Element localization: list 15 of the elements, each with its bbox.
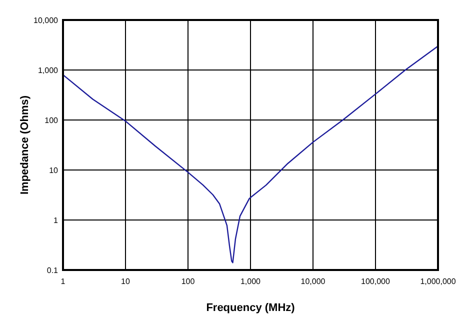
x-tick-label: 1,000 (240, 277, 262, 286)
y-tick-label: 100 (44, 116, 59, 125)
x-axis-title: Frequency (MHz) (206, 302, 296, 314)
x-tick-label: 10,000 (300, 277, 326, 286)
y-tick-label: 1 (54, 216, 59, 225)
x-tick-label: 100 (181, 277, 196, 286)
y-tick-label: 0.1 (46, 266, 59, 275)
y-tick-label: 10 (49, 166, 59, 175)
x-tick-label: 100,000 (361, 277, 391, 286)
x-tick-label: 1,000,000 (420, 277, 456, 286)
y-tick-label: 10,000 (34, 16, 59, 25)
y-axis-title: Impedance (Ohms) (19, 95, 31, 195)
x-tick-label: 1 (60, 277, 66, 286)
y-tick-label: 1,000 (38, 66, 59, 75)
x-tick-label: 10 (121, 277, 130, 286)
